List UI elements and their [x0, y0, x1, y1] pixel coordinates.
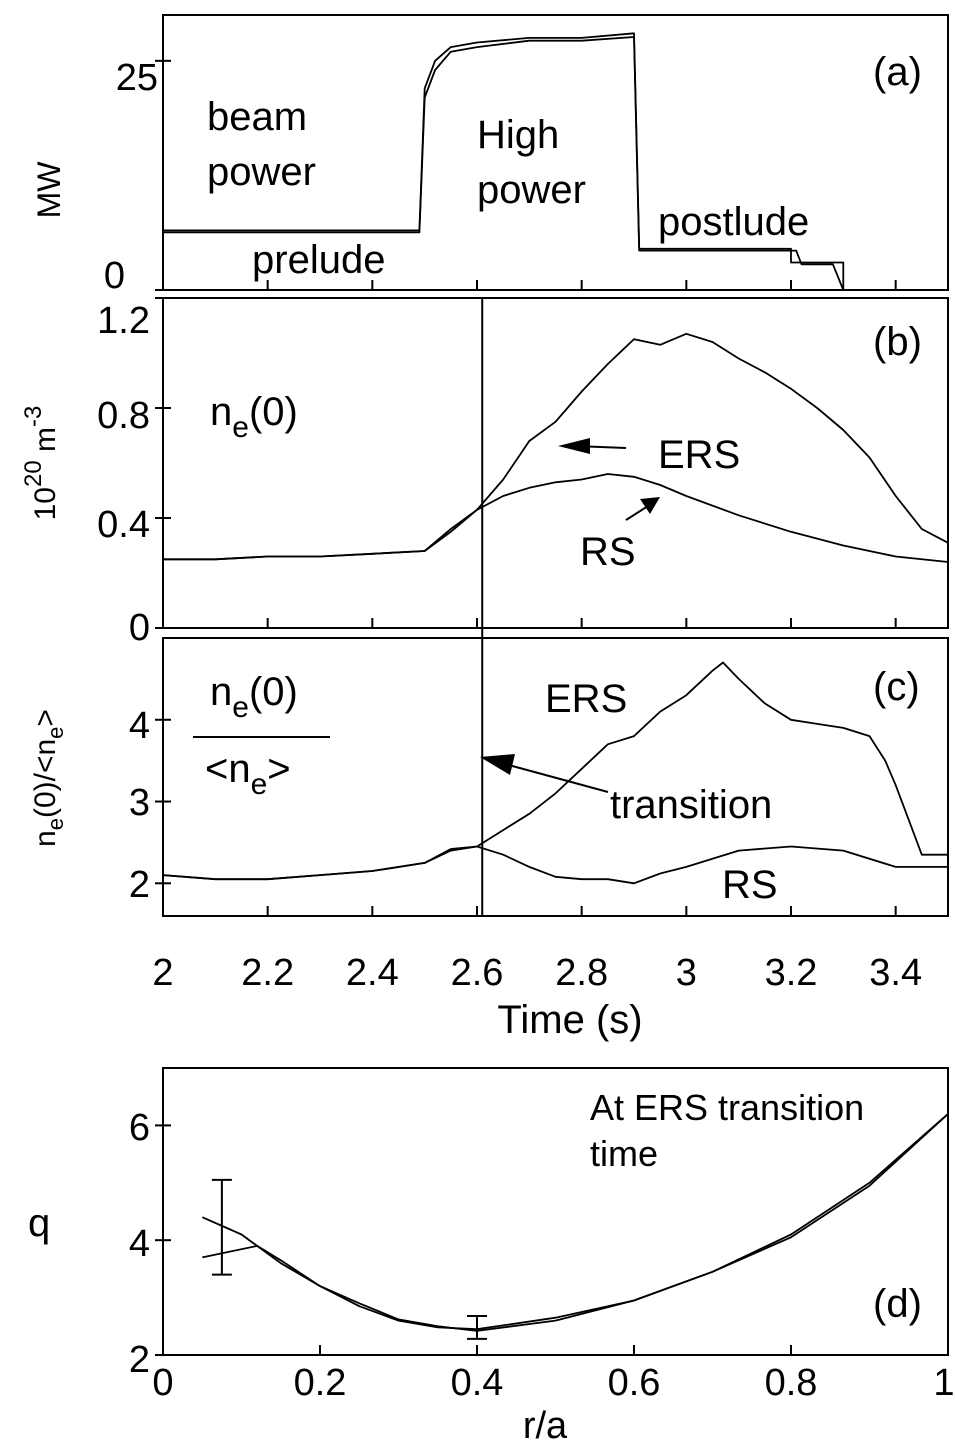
panel-d-lines [201, 1113, 949, 1332]
ra-tick-label: 0 [152, 1362, 173, 1404]
time-axis-label: Time (s) [497, 998, 642, 1042]
time-tick-label: 2.8 [555, 952, 608, 994]
panel-d-ylabel: q [28, 1201, 50, 1245]
panel-b-ytick: 1.2 [97, 300, 150, 342]
annotation-high-power: power [477, 168, 586, 212]
panel-b-lines [163, 332, 949, 563]
transition-arrow-shaft [504, 763, 609, 793]
panel-d-error-bars [211, 1178, 487, 1340]
panel-d-ytick: 6 [129, 1107, 150, 1149]
panel-d-ytick: 4 [129, 1223, 150, 1265]
panel-c-ylabel: ne(0)/<ne> [29, 709, 68, 847]
panel-b-ytick: 0 [129, 607, 150, 649]
time-tick-label: 3.4 [869, 952, 922, 994]
series-line-2 [202, 1113, 949, 1332]
panel-a-frame [162, 14, 949, 291]
annotation-postlude: postlude [658, 200, 809, 244]
panel-c-ytick: 3 [129, 782, 150, 824]
panel-b-ytick: 0.8 [97, 395, 150, 437]
panel-d-label: (d) [873, 1282, 922, 1326]
ra-tick-label: 0.6 [608, 1362, 661, 1404]
annotation-power: power [207, 150, 316, 194]
time-axis-tick-labels: 2 2.2 2.4 2.6 2.8 3 3.2 3.4 [152, 952, 922, 994]
series-line-1 [201, 1113, 949, 1331]
time-tick-label: 2 [152, 952, 173, 994]
ra-tick-label: 0.4 [451, 1362, 504, 1404]
time-tick-label: 2.2 [241, 952, 294, 994]
annotation-high: High [477, 113, 559, 157]
ra-tick-label: 1 [933, 1362, 954, 1404]
series-label-ers: ERS [658, 433, 740, 477]
panel-a: (a) 0 25 MW beam power High power prelud… [31, 14, 949, 297]
series-line-rs [162, 845, 948, 885]
time-tick-label: 2.4 [346, 952, 399, 994]
annotation-ne0: ne(0) [210, 390, 298, 444]
series-line-1 [163, 32, 845, 290]
time-tick-label: 3 [676, 952, 697, 994]
annotation-time: time [590, 1133, 658, 1174]
panel-a-label: (a) [873, 50, 922, 94]
series-line-ers [163, 332, 949, 561]
fraction-numerator: ne(0) [210, 670, 298, 724]
panel-a-ytick: 0 [104, 255, 125, 297]
panel-d-frame [162, 1067, 949, 1356]
panel-d: (d) 2 4 6 q At ERS transition time 0 0.2 0… [28, 1067, 955, 1443]
series-label-ers: ERS [545, 677, 627, 721]
panel-b-ticks [155, 297, 897, 629]
panel-a-lines [163, 32, 845, 291]
time-tick-label: 2.6 [451, 952, 504, 994]
ers-arrow-head [558, 438, 590, 454]
annotation-at-ers: At ERS transition [590, 1087, 864, 1128]
ra-axis-label: r/a [523, 1405, 568, 1443]
panel-c: (c) 2 3 4 ne(0)/<ne> ne(0) <ne> ERS RS t… [29, 637, 949, 1042]
annotation-beam: beam [207, 95, 307, 139]
panel-a-ytick: 25 [116, 57, 158, 99]
panel-c-ytick: 2 [129, 864, 150, 906]
panel-b: (b) 0 0.4 0.8 1.2 1020 m-3 ne(0) ERS RS [20, 297, 949, 649]
annotation-transition: transition [610, 783, 772, 827]
transition-arrow-head [480, 754, 515, 775]
ra-axis-tick-labels: 0 0.2 0.4 0.6 0.8 1 [152, 1362, 954, 1404]
series-line-2 [163, 36, 845, 291]
fraction-denominator: <ne> [205, 747, 291, 801]
error-bar [211, 1178, 232, 1276]
series-label-rs: RS [580, 530, 636, 574]
panel-d-ticks [155, 1124, 949, 1356]
panel-c-lines [162, 661, 948, 885]
panel-b-ytick: 0.4 [97, 504, 150, 546]
series-label-rs: RS [722, 863, 778, 907]
panel-b-frame [162, 297, 949, 629]
ra-tick-label: 0.2 [294, 1362, 347, 1404]
panel-a-ylabel: MW [31, 161, 67, 219]
ra-tick-label: 0.8 [765, 1362, 818, 1404]
panel-b-ylabel: 1020 m-3 [20, 406, 62, 521]
panel-b-label: (b) [873, 320, 922, 364]
error-bar [467, 1314, 487, 1340]
annotation-prelude: prelude [252, 238, 385, 282]
panel-a-ticks [155, 59, 897, 291]
time-tick-label: 3.2 [765, 952, 818, 994]
rs-arrow-head [640, 497, 660, 514]
series-line-rs [163, 473, 949, 563]
panel-c-frame [162, 637, 949, 917]
panel-c-label: (c) [873, 665, 920, 709]
panel-d-ytick: 2 [129, 1339, 150, 1381]
panel-c-ytick: 4 [129, 705, 150, 747]
panel-c-ticks [155, 718, 897, 916]
rs-arrow-shaft [625, 505, 649, 521]
